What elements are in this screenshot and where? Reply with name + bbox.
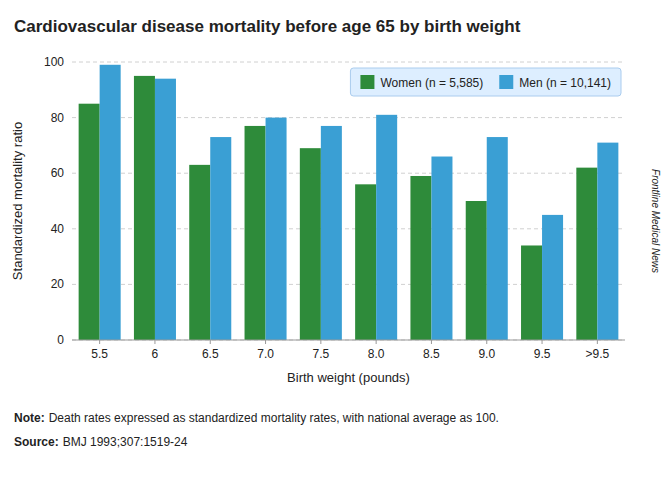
annotation-label: Note: (14, 411, 45, 425)
x-tick-label: 7.0 (257, 347, 274, 361)
grid (72, 62, 625, 340)
chart-svg: Cardiovascular disease mortality before … (0, 0, 665, 488)
x-tick-label: 6 (152, 347, 159, 361)
bar (245, 126, 266, 340)
y-tick-label: 20 (51, 277, 65, 291)
bar (266, 118, 287, 340)
bar (376, 115, 397, 340)
bar (542, 215, 563, 340)
bar (487, 137, 508, 340)
legend-swatch (360, 75, 374, 89)
bar (466, 201, 487, 340)
legend-swatch (499, 75, 513, 89)
bar (155, 79, 176, 340)
watermark: Frontline Medical News (650, 169, 661, 273)
x-tick-label: 8.0 (368, 347, 385, 361)
x-tick (265, 340, 266, 344)
chart-container: Cardiovascular disease mortality before … (0, 0, 665, 488)
x-tick (431, 340, 432, 344)
bar (300, 148, 321, 340)
annotation: Source: BMJ 1993;307:1519-24 (14, 435, 188, 449)
legend-label: Men (n = 10,141) (519, 76, 611, 90)
x-tick-label: 8.5 (423, 347, 440, 361)
x-tick-label: 9.0 (478, 347, 495, 361)
bar (431, 157, 452, 340)
legend-label: Women (n = 5,585) (380, 76, 483, 90)
y-tick-label: 0 (57, 333, 64, 347)
x-tick (597, 340, 598, 344)
bars (79, 65, 619, 340)
title: Cardiovascular disease mortality before … (14, 17, 521, 36)
legend: Women (n = 5,585) Men (n = 10,141) (350, 68, 621, 96)
x-tick (320, 340, 321, 344)
annotation-text: Death rates expressed as standardized mo… (49, 411, 499, 425)
annotation-text: BMJ 1993;307:1519-24 (63, 435, 188, 449)
x-tick (376, 340, 377, 344)
x-tick-label: 5.5 (91, 347, 108, 361)
bar (79, 104, 100, 340)
bar (521, 245, 542, 340)
x-tick-label: 9.5 (534, 347, 551, 361)
legend-box (350, 68, 621, 96)
y-tick-label: 40 (51, 222, 65, 236)
x-tick-label: 7.5 (313, 347, 330, 361)
bar (210, 137, 231, 340)
bar (134, 76, 155, 340)
x-tick-label: 6.5 (202, 347, 219, 361)
y-tick-label: 100 (44, 55, 64, 69)
y-axis-label: Standardized mortality ratio (10, 122, 25, 280)
annotation-label: Source: (14, 435, 59, 449)
x-tick (154, 340, 155, 344)
bar (597, 143, 618, 340)
bar (100, 65, 121, 340)
x-tick (542, 340, 543, 344)
x-tick (210, 340, 211, 344)
bar (576, 168, 597, 340)
background (0, 0, 665, 488)
bar (321, 126, 342, 340)
x-tick-label: >9.5 (585, 347, 609, 361)
bar (355, 184, 376, 340)
y-tick-label: 80 (51, 111, 65, 125)
bar (410, 176, 431, 340)
bar (189, 165, 210, 340)
annotation: Note: Death rates expressed as standardiz… (14, 411, 499, 425)
x-tick (486, 340, 487, 344)
x-axis-label: Birth weight (pounds) (287, 370, 410, 385)
x-tick (99, 340, 100, 344)
y-tick-label: 60 (51, 166, 65, 180)
grid-line (72, 62, 625, 63)
